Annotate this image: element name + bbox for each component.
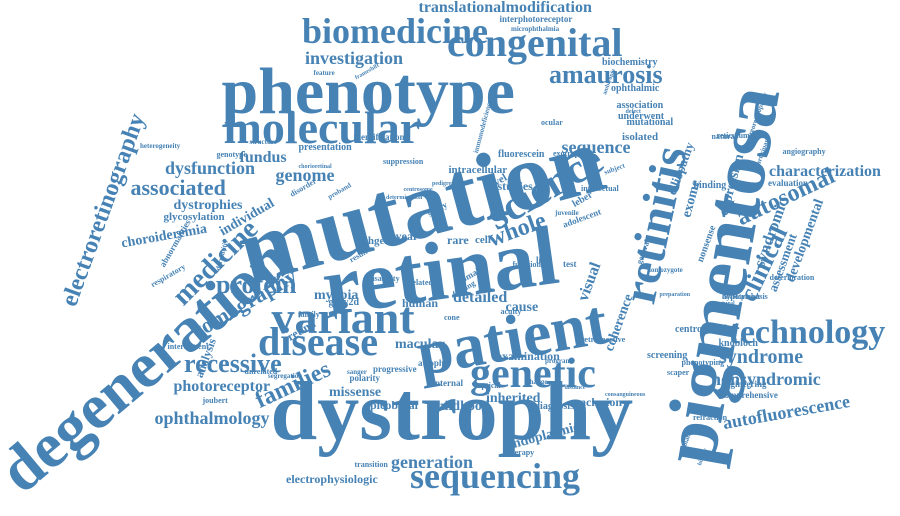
word-cell: cell [475,235,491,246]
word-interphotoreceptor: interphotoreceptor [500,15,573,24]
word-year: year [396,230,419,242]
word-inherited: inherited [486,392,540,406]
word-evaluation: evaluation [768,179,808,188]
word-atrophy: atrophy [418,359,448,368]
word-determination: determination [386,195,422,201]
word-macular: macular [395,338,445,352]
word-segregation: segregation [268,373,302,380]
word-microphthalmia: microphthalmia [511,26,559,33]
word-associated: associated [131,177,226,199]
word-electroretinography: electroretinography [57,110,149,309]
word-preparation: preparation [660,292,691,298]
word-centrosomal: centrosomal [675,325,727,335]
word-structural: structural [709,301,735,307]
word-acuity: acuity [501,308,522,316]
word-retrospective: retrospective [581,336,625,344]
word-apicobasal: apicobasal [364,399,418,411]
word-defect: defect [626,109,641,115]
word-phenotyping: phenotyping [682,359,725,367]
word-knobloch: knobloch [719,339,758,349]
word-intellectual: intellectual [581,185,619,193]
word-pedigree: pedigree [432,181,454,187]
word-investigation: investigation [305,49,403,67]
word-homozygote: homozygote [647,267,683,274]
word-distance: distance [565,385,586,391]
word-test: test [563,260,577,269]
word-arhgef: arhgef [358,236,389,247]
word-functional: functional [513,261,548,269]
word-presentation: presentation [299,143,352,153]
word-gucy2d: gucy2d [329,298,360,308]
word-feature: feature [314,70,335,77]
word-consanguineous: consanguineous [605,392,645,398]
word-suppression: suppression [383,158,423,166]
word-juvenile: juvenile [555,210,579,217]
word-family: family [298,311,320,319]
word-comprehensive: comprehensive [721,391,778,400]
word-program: program [545,358,571,365]
word-studies: studies [498,180,533,192]
word-deterioration: deterioration [770,274,815,282]
word-dysfunction: dysfunction [165,159,255,177]
word-engineering: engineering [722,380,767,389]
word-fluorescein: fluorescein [498,150,544,160]
word-change: change [527,379,548,386]
word-progressive: progressive [373,365,417,374]
word-generation: generation [391,453,473,471]
word-cone: cone [444,314,460,322]
word-mutational: mutational [627,118,674,128]
word-joubert: joubert [203,397,228,405]
word-identification: identification [354,133,405,142]
word-choroideremia: choroideremia [120,223,208,252]
word-rare: rare [447,234,469,246]
word-exotropia: exotropia [553,150,585,158]
word-scaper: scaper [667,369,689,377]
word-photoreceptor: photoreceptor [174,379,271,395]
word-electrophysiologic: electrophysiologic [286,473,378,485]
word-ophthalmic: ophthalmic [611,84,659,94]
word-human: human [402,297,438,309]
word-development: development [722,294,760,301]
word-childhood: childhood [431,400,490,414]
word-binding: binding [694,181,727,191]
word-intracellular: intracellular [449,165,508,176]
word-diagnosis: diagnosis [535,402,574,412]
word-biomedicine: biomedicine [302,13,488,49]
word-syndrome: syndrome [719,347,803,367]
word-refraction: refraction [693,414,727,422]
word-centrosome: centrosome [404,187,433,193]
word-internal: internal [433,379,464,388]
word-genotype: genotype [217,151,248,159]
word-biochemistry: biochemistry [602,58,658,68]
word-isolated: isolated [622,132,658,143]
word-chorioretinal: chorioretinal [299,164,332,170]
word-optical: optical [478,382,501,390]
word-related: related [409,279,433,287]
word-structure: structure [250,139,277,146]
word-transition: transition [355,461,388,469]
word-glycosylation: glycosylation [164,212,225,223]
word-sanger: sanger [347,369,367,376]
word-intermittent: intermittent [168,343,209,351]
word-subject: subject [603,162,625,176]
word-angiography: angiography [783,148,826,156]
word-heterogeneity: heterogeneity [140,143,180,150]
word-coherence: coherence [603,293,637,354]
word-ophthalmology: ophthalmology [155,409,270,427]
word-therapy: therapy [508,449,535,457]
word-ocular: ocular [541,119,563,127]
word-disability: disability [368,275,400,283]
